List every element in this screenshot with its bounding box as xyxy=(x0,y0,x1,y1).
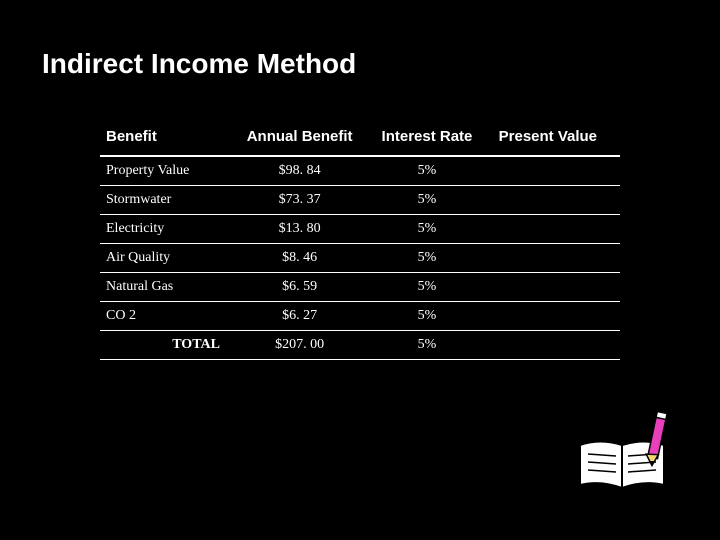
table-row: CO 2 $6. 27 5% xyxy=(100,302,620,331)
cell-annual: $6. 59 xyxy=(238,273,365,302)
cell-annual: $98. 84 xyxy=(238,156,365,186)
table-total-row: TOTAL $207. 00 5% xyxy=(100,331,620,360)
cell-present xyxy=(493,186,620,215)
cell-interest: 5% xyxy=(365,273,492,302)
cell-total-annual: $207. 00 xyxy=(238,331,365,360)
cell-total-label: TOTAL xyxy=(100,331,238,360)
table-header-row: Benefit Annual Benefit Interest Rate Pre… xyxy=(100,120,620,156)
cell-present xyxy=(493,215,620,244)
cell-benefit: Electricity xyxy=(100,215,238,244)
cell-benefit: Property Value xyxy=(100,156,238,186)
col-header-present: Present Value xyxy=(493,120,620,156)
table-body: Property Value $98. 84 5% Stormwater $73… xyxy=(100,156,620,360)
table-row: Air Quality $8. 46 5% xyxy=(100,244,620,273)
table-row: Natural Gas $6. 59 5% xyxy=(100,273,620,302)
col-header-interest: Interest Rate xyxy=(365,120,492,156)
cell-benefit: Natural Gas xyxy=(100,273,238,302)
cell-interest: 5% xyxy=(365,215,492,244)
cell-annual: $8. 46 xyxy=(238,244,365,273)
cell-total-interest: 5% xyxy=(365,331,492,360)
col-header-benefit: Benefit xyxy=(100,120,238,156)
table-row: Stormwater $73. 37 5% xyxy=(100,186,620,215)
cell-present xyxy=(493,156,620,186)
cell-total-present xyxy=(493,331,620,360)
book-pencil-icon xyxy=(570,410,680,500)
benefit-table: Benefit Annual Benefit Interest Rate Pre… xyxy=(100,120,620,360)
cell-annual: $13. 80 xyxy=(238,215,365,244)
cell-benefit: CO 2 xyxy=(100,302,238,331)
table-row: Property Value $98. 84 5% xyxy=(100,156,620,186)
benefit-table-container: Benefit Annual Benefit Interest Rate Pre… xyxy=(100,120,620,360)
cell-present xyxy=(493,273,620,302)
cell-present xyxy=(493,244,620,273)
cell-annual: $73. 37 xyxy=(238,186,365,215)
table-row: Electricity $13. 80 5% xyxy=(100,215,620,244)
col-header-annual: Annual Benefit xyxy=(238,120,365,156)
cell-interest: 5% xyxy=(365,156,492,186)
cell-interest: 5% xyxy=(365,302,492,331)
cell-interest: 5% xyxy=(365,186,492,215)
cell-present xyxy=(493,302,620,331)
cell-benefit: Air Quality xyxy=(100,244,238,273)
cell-benefit: Stormwater xyxy=(100,186,238,215)
page-title: Indirect Income Method xyxy=(0,0,720,80)
cell-annual: $6. 27 xyxy=(238,302,365,331)
cell-interest: 5% xyxy=(365,244,492,273)
